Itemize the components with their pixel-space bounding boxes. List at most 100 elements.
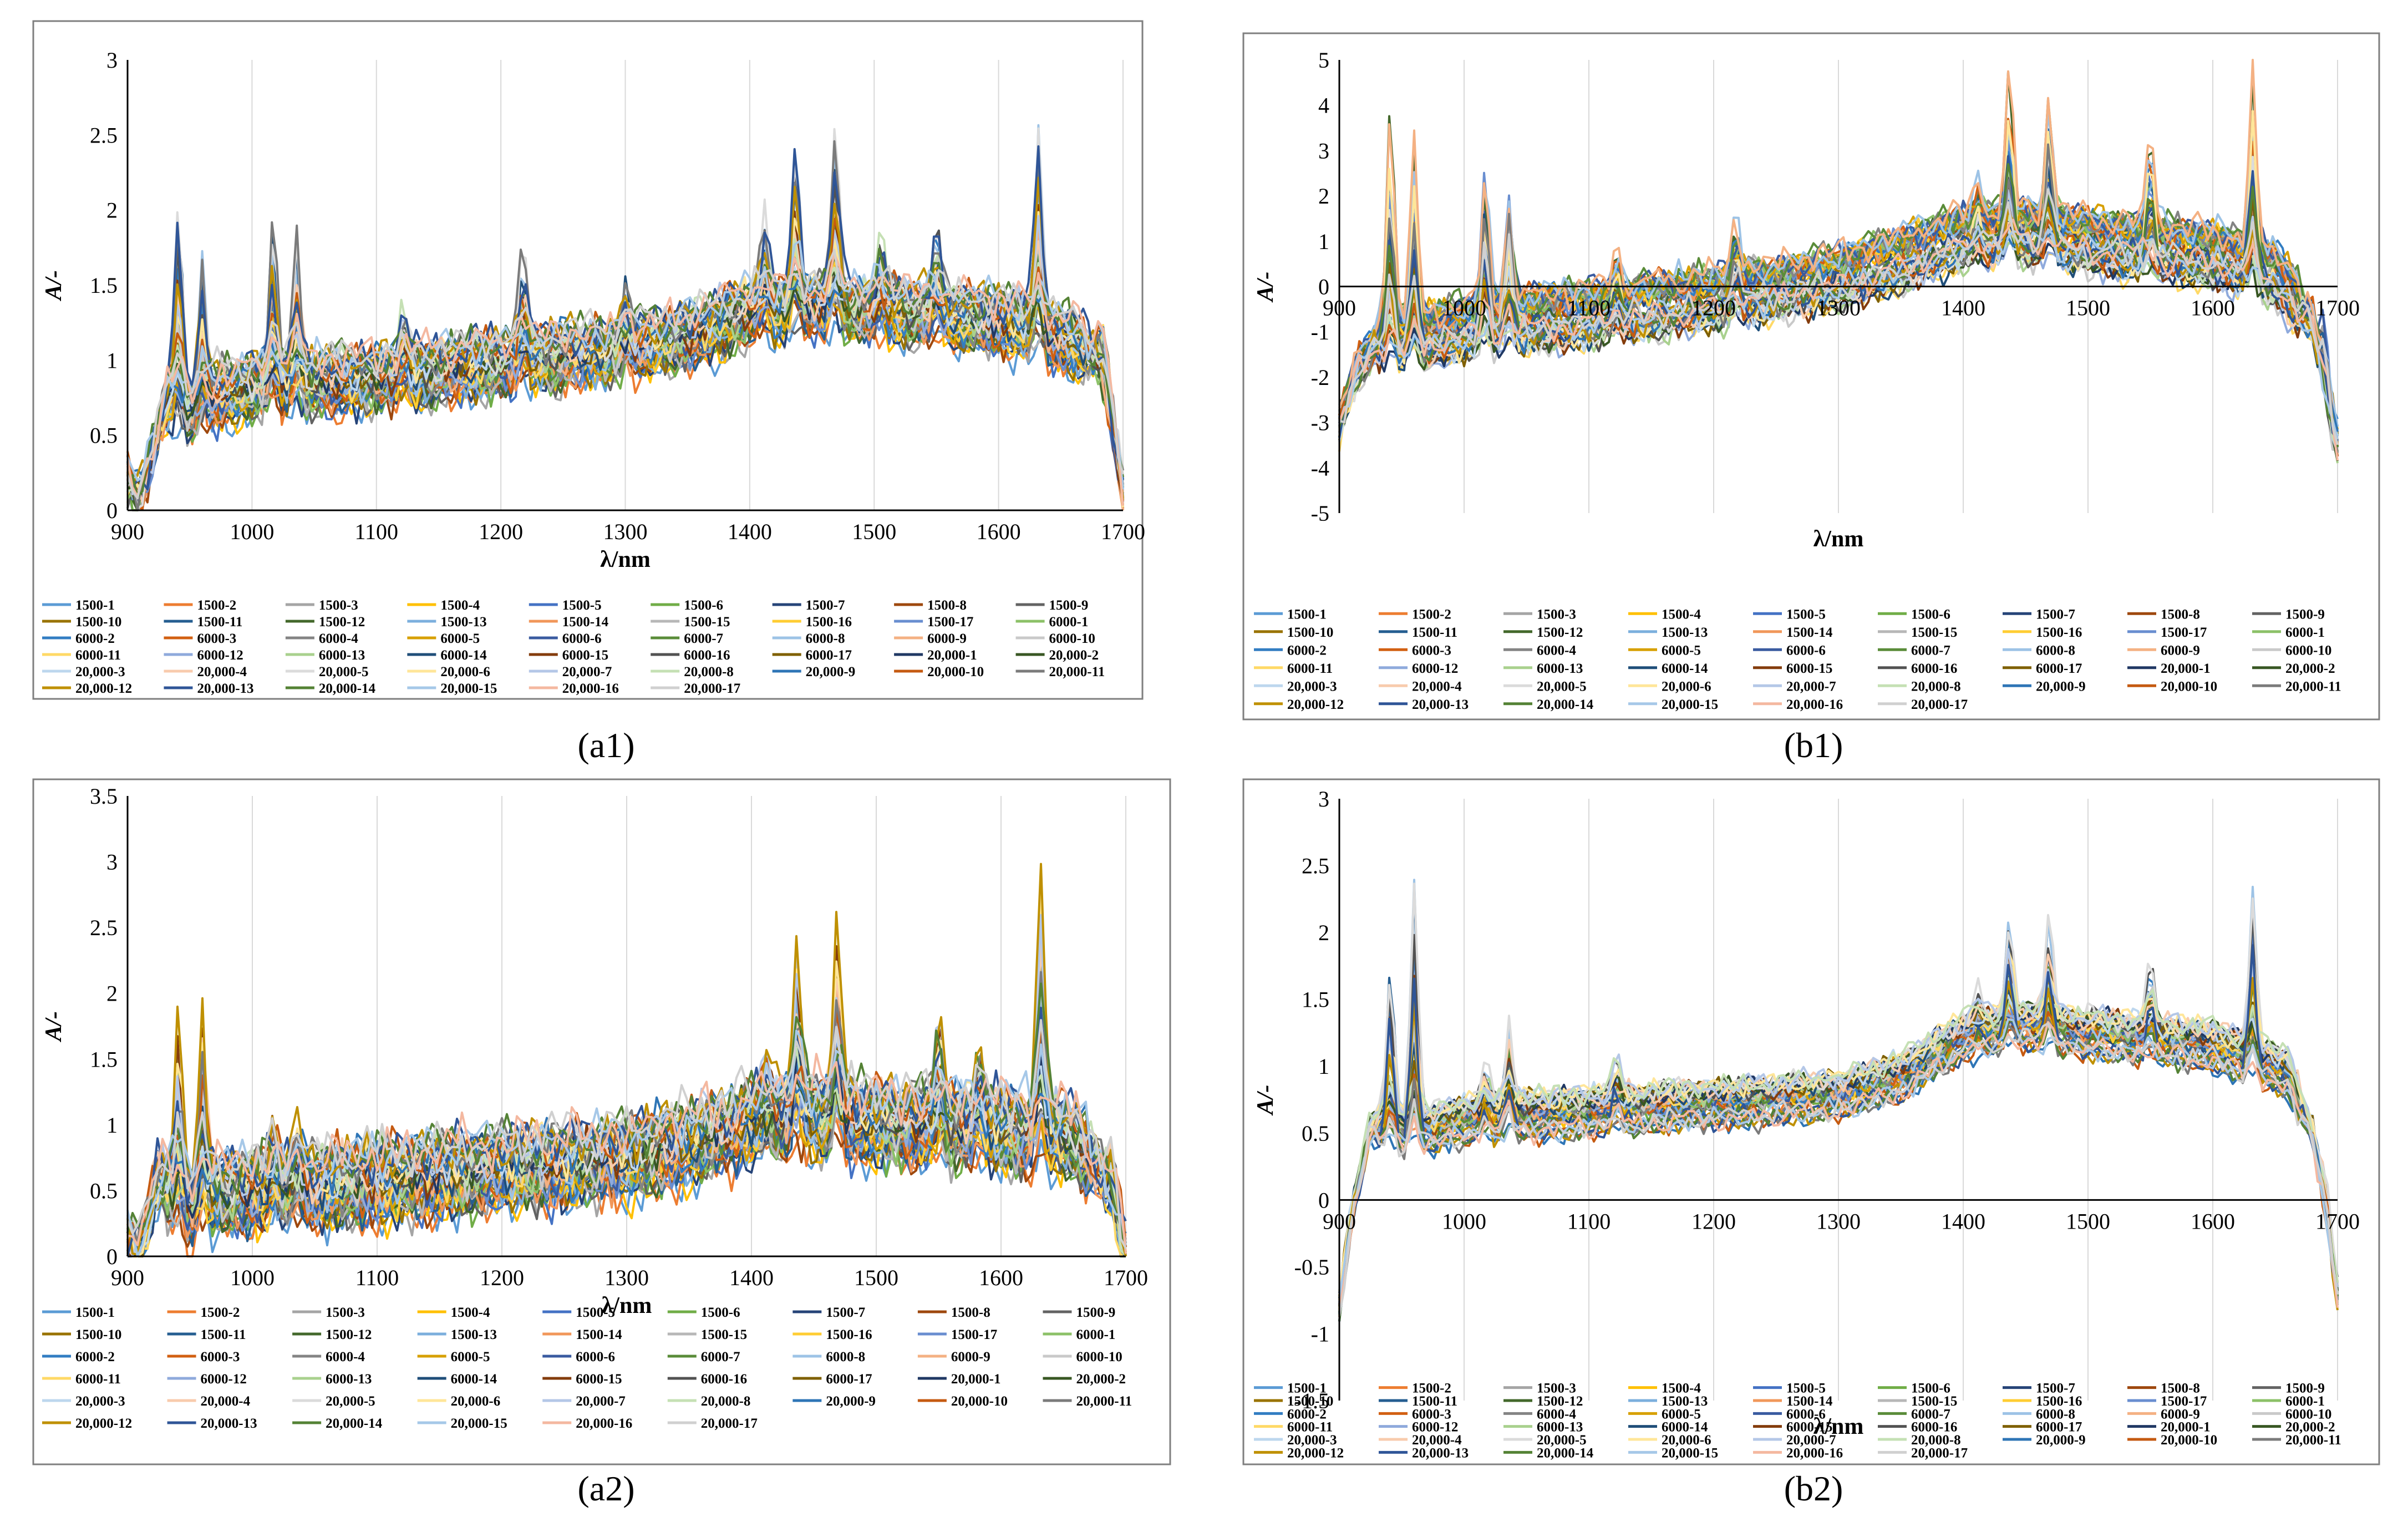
x-tick-label: 1600 [2191,296,2235,321]
legend-label: 1500-11 [197,615,242,630]
legend-label: 6000-3 [1412,643,1451,658]
x-tick-label: 1700 [1101,519,1145,544]
legend-label: 20,000-16 [562,681,619,696]
y-tick-label: 0.5 [90,1178,118,1203]
legend-label: 6000-10 [1049,631,1095,646]
legend-label: 1500-13 [451,1327,497,1342]
legend-label: 1500-16 [2036,1394,2082,1409]
legend-label: 6000-12 [1412,1420,1458,1435]
legend-label: 6000-2 [1287,643,1327,658]
x-axis-title: λ/nm [1813,1414,1864,1439]
y-tick-label: 0 [106,498,118,523]
legend-label: 20,000-6 [1662,679,1711,694]
legend-label: 1500-10 [1287,625,1333,640]
legend-label: 1500-14 [1786,625,1833,640]
legend-label: 1500-5 [576,1305,615,1320]
y-tick-label: 2 [106,981,118,1006]
panel-caption: (b2) [1784,1469,1843,1508]
legend-label: 6000-1 [1049,615,1089,630]
legend-label: 6000-11 [75,1372,121,1387]
legend-label: 6000-9 [2161,1407,2200,1422]
legend-label: 6000-10 [2285,1407,2331,1422]
legend-label: 6000-5 [1662,1407,1701,1422]
legend-label: 6000-7 [684,631,723,646]
series-line-20,000-16 [126,252,1124,506]
y-tick-label: 0.5 [90,423,118,448]
y-tick-label: 1 [1318,229,1329,254]
x-tick-label: 1500 [852,519,896,544]
legend-label: 1500-12 [326,1327,372,1342]
legend: 1500-1 1500-2 1500-3 1500-4 1500-5 1500-6 1500… [1254,1381,2341,1460]
x-tick-label: 1700 [2315,296,2360,321]
legend-label: 20,000-10 [2161,679,2217,694]
legend-label: 1500-1 [1287,1381,1327,1396]
legend-label: 6000-1 [1076,1327,1115,1342]
legend-label: 1500-13 [440,615,486,630]
y-tick-label: 3 [1318,787,1329,811]
chart-panel-a1: 0 0.5 1 1.5 2 2.5 3 900 1000 1100 1200 1300 1400 1500… [32,20,1145,765]
y-tick-label: 2.5 [90,123,118,148]
legend-label: 20,000-17 [1911,1445,1968,1460]
legend: 1500-1 1500-2 1500-3 1500-4 1500-5 1500-6 1500… [1254,607,2341,712]
legend-label: 1500-8 [2161,607,2200,622]
legend-label: 6000-6 [576,1350,615,1364]
y-axis-title: A/- [1253,1085,1278,1117]
legend-label: 20,000-4 [197,664,247,679]
legend-label: 1500-7 [826,1305,865,1320]
legend-label: 6000-2 [1287,1407,1327,1422]
legend-label: 20,000-14 [1537,697,1594,712]
legend-label: 1500-13 [1662,1394,1708,1409]
legend-label: 20,000-15 [1662,697,1718,712]
legend-label: 6000-10 [2285,643,2331,658]
legend-label: 6000-11 [75,648,121,663]
legend-label: 1500-8 [951,1305,990,1320]
legend-label: 6000-12 [201,1372,247,1387]
legend-label: 20,000-7 [576,1394,626,1409]
chart-panel-b1: -5 -4 -3 -2 -1 0 1 2 3 4 5 900 1000 1100 1200 1300 1400 1… [1242,32,2380,765]
series-line-20,000-17 [1339,188,2339,445]
y-tick-label: -3 [1311,410,1329,435]
series-line-20,000-15 [126,1029,1127,1257]
legend-label: 20,000-3 [75,664,125,679]
x-tick-label: 1100 [1567,296,1611,321]
legend-label: 1500-13 [1662,625,1708,640]
series-line-20,000-11 [126,140,1124,511]
legend-label: 1500-8 [2161,1381,2200,1396]
legend-label: 6000-5 [440,631,480,646]
x-axis-title: λ/nm [1813,526,1864,552]
legend-label: 6000-14 [1662,1420,1708,1435]
legend-label: 1500-2 [197,598,236,613]
legend-label: 6000-2 [75,1350,115,1364]
series-line-20,000-16 [127,1053,1127,1254]
x-tick-label: 1200 [1691,296,1736,321]
legend-label: 1500-12 [1537,625,1583,640]
x-tick-label: 1700 [2315,1209,2360,1234]
legend-label: 6000-13 [1537,661,1583,676]
legend-label: 20,000-2 [1076,1372,1126,1387]
x-tick-label: 1000 [230,1265,275,1290]
legend-label: 1500-7 [2036,1381,2075,1396]
y-tick-label: 4 [1318,93,1329,118]
legend-label: 6000-8 [2036,1407,2075,1422]
legend-label: 20,000-13 [197,681,253,696]
y-tick-label: 2.5 [90,915,118,940]
legend-label: 1500-1 [75,598,115,613]
x-tick-label: 1000 [230,519,274,544]
legend-label: 6000-11 [1287,661,1333,676]
legend-label: 6000-17 [806,648,852,663]
legend-label: 6000-13 [319,648,365,663]
legend-label: 6000-12 [197,648,243,663]
legend-label: 6000-13 [326,1372,372,1387]
legend-label: 20,000-3 [1287,1433,1337,1448]
legend-label: 6000-4 [1537,643,1576,658]
legend-label: 6000-15 [562,648,608,663]
y-tick-label: 2 [1318,184,1329,209]
legend-label: 6000-8 [2036,643,2075,658]
x-tick-label: 1100 [354,519,398,544]
legend-label: 6000-11 [1287,1420,1333,1435]
legend-label: 20,000-10 [951,1394,1008,1409]
legend-label: 1500-10 [75,1327,121,1342]
legend-label: 6000-12 [1412,661,1458,676]
legend-label: 6000-3 [201,1350,240,1364]
x-tick-label: 1500 [2066,1209,2110,1234]
